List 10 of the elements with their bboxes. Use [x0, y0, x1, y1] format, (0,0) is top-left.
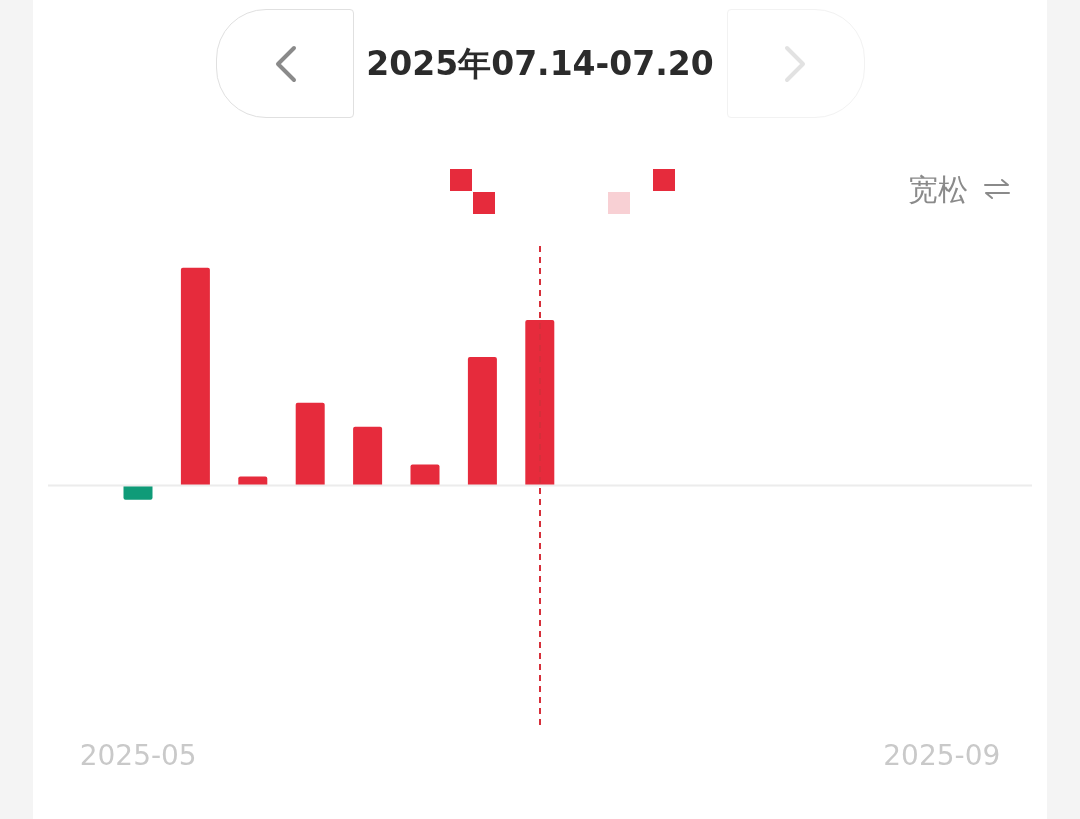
bar: [467, 357, 497, 486]
bar: [353, 426, 383, 486]
text: 宽松: [907, 171, 968, 209]
bar: [295, 402, 325, 486]
chart-title: 2025年07.14-07.20: [365, 43, 715, 85]
bar: [410, 464, 440, 486]
bar: [180, 267, 210, 486]
bar: [238, 476, 268, 486]
bar: [525, 320, 555, 486]
bar: [123, 485, 153, 500]
